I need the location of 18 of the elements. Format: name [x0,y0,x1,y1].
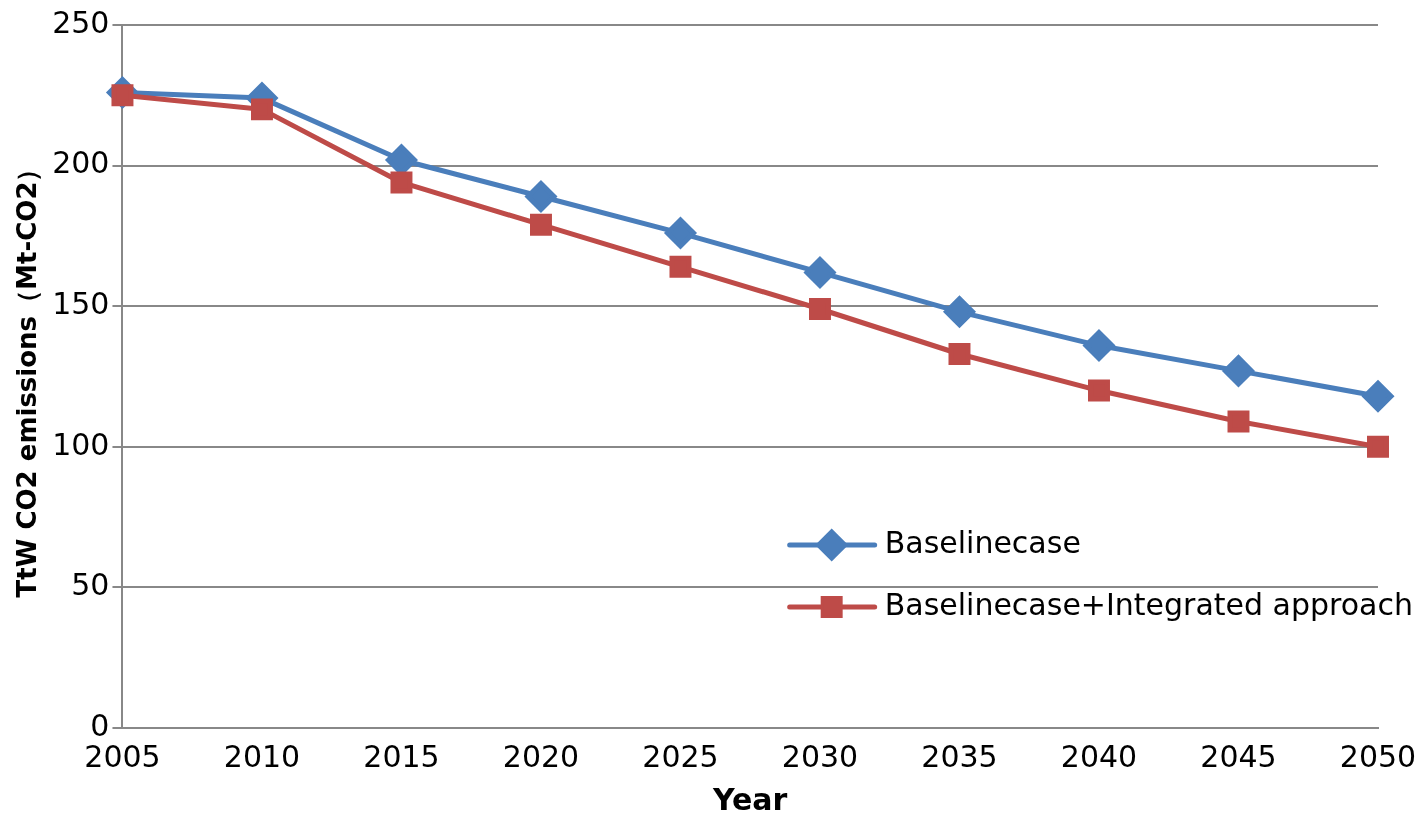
x-axis-title: Year [712,781,788,817]
x-tick-label: 2015 [363,738,440,774]
y-tick-label: 100 [52,426,110,462]
x-tick-label: 2010 [223,738,301,774]
legend-label: Baselinecase+Integrated approach [884,586,1413,622]
y-axis-title: TtW CO2 emissions（Mt-CO2） [12,155,43,598]
x-tick-label: 2020 [502,738,580,774]
x-tick-label: 2035 [921,738,998,774]
x-tick-label: 2045 [1200,738,1277,774]
legend-label: Baselinecase [884,524,1081,560]
x-tick-label: 2030 [781,738,859,774]
x-tick-label: 2050 [1339,738,1417,774]
y-tick-label: 150 [52,286,110,321]
x-tick-label: 2040 [1060,738,1138,774]
x-tick-label: 2025 [642,738,719,774]
y-tick-label: 50 [71,567,110,603]
y-tick-label: 250 [52,4,110,40]
y-tick-label: 200 [52,145,110,181]
